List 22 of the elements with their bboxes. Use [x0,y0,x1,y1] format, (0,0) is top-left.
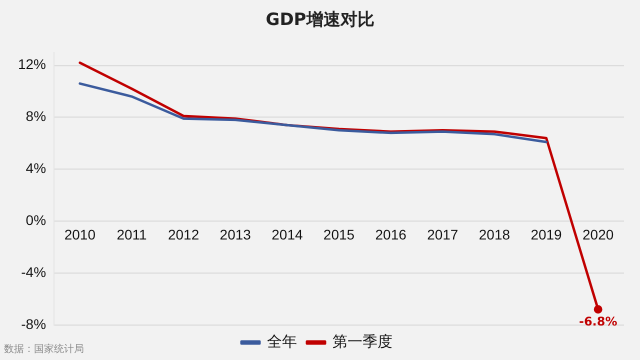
x-tick-label: 2018 [478,226,510,242]
x-tick-label: 2014 [272,226,303,242]
x-tick-label: 2010 [64,226,96,242]
y-tick-label: -8% [21,316,46,332]
x-tick-label: 2012 [168,226,200,242]
legend-label: 第一季度 [332,334,392,351]
chart-title: GDP增速对比 [264,9,376,31]
y-tick-label: 4% [26,160,46,176]
text: 数据：国家统计局 [4,342,84,356]
y-tick-label: 0% [26,212,46,228]
legend-label: 全年 [267,334,297,351]
x-tick-label: 2016 [375,226,407,242]
x-tick-label: 2019 [530,226,562,242]
y-tick-label: 8% [26,108,46,124]
y-tick-label: 12% [18,56,46,72]
x-tick-label: 2015 [323,226,355,242]
data-label: -6.8% [578,314,618,329]
x-tick-label: 2013 [220,226,252,242]
x-tick-label: 2017 [427,226,458,242]
x-tick-label: 2011 [116,226,148,242]
x-tick-label: 2020 [582,226,614,242]
y-tick-label: -4% [21,264,46,280]
